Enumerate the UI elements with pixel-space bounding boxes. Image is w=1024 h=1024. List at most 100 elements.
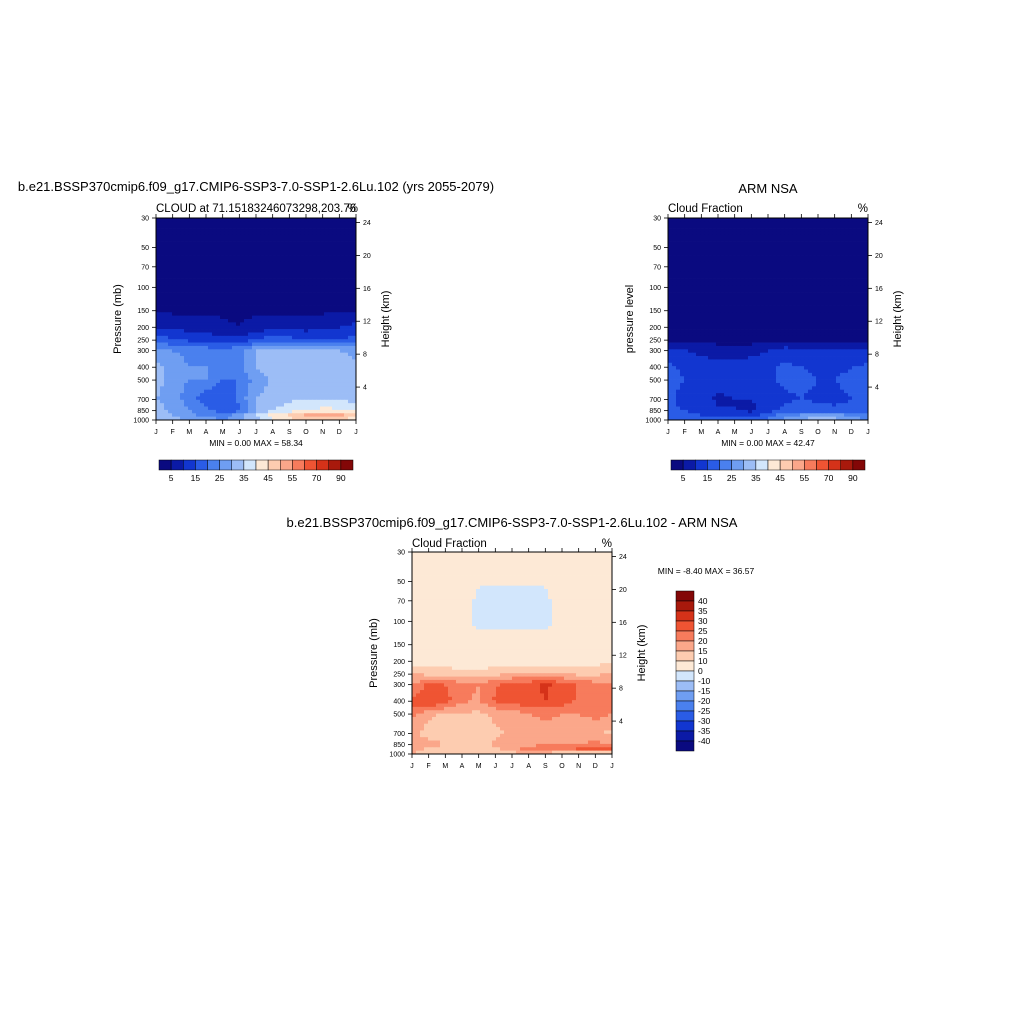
model-contour-cell — [196, 366, 201, 370]
model-contour-cell — [280, 332, 285, 337]
model-contour-cell — [224, 258, 229, 263]
obs-contour-cell — [864, 231, 869, 236]
obs-contour-cell — [820, 244, 825, 249]
obs-contour-cell — [692, 305, 697, 310]
model-contour-cell — [220, 271, 225, 276]
obs-contour-cell — [676, 221, 681, 226]
model-contour-cell — [292, 349, 297, 354]
obs-contour-cell — [668, 329, 673, 333]
model-contour-cell — [180, 234, 185, 239]
obs-contour-cell — [804, 268, 809, 273]
model-contour-cell — [308, 352, 313, 357]
model-contour-cell — [196, 325, 201, 330]
obs-contour-cell — [784, 241, 789, 246]
model-contour-cell — [172, 396, 177, 401]
model-y-tick-label: 1000 — [133, 418, 149, 425]
obs-contour-cell — [832, 248, 837, 253]
model-contour-cell — [244, 409, 249, 414]
model-contour-cell — [216, 359, 221, 364]
model-contour-cell — [216, 382, 221, 387]
obs-contour-cell — [844, 332, 849, 337]
model-contour-cell — [156, 295, 161, 300]
model-contour-cell — [300, 342, 305, 347]
obs-contour-cell — [756, 241, 761, 246]
model-contour-cell — [172, 315, 177, 320]
obs-contour-cell — [736, 312, 741, 316]
model-contour-cell — [188, 241, 193, 246]
obs-contour-cell — [856, 231, 861, 236]
model-contour-cell — [200, 335, 205, 340]
model-contour-cell — [240, 218, 245, 222]
model-contour-cell — [352, 315, 357, 320]
model-contour-cell — [344, 372, 349, 377]
model-contour-cell — [264, 285, 269, 290]
model-contour-cell — [264, 342, 269, 347]
model-contour-cell — [292, 345, 297, 350]
model-contour-cell — [304, 406, 309, 411]
model-contour-cell — [268, 325, 273, 330]
obs-contour-cell — [804, 308, 809, 313]
model-contour-cell — [348, 228, 353, 232]
model-contour-cell — [164, 416, 169, 421]
obs-contour-cell — [832, 231, 837, 236]
model-contour-cell — [188, 288, 193, 293]
obs-contour-cell — [716, 295, 721, 300]
model-contour-cell — [236, 224, 241, 229]
obs-contour-cell — [808, 339, 813, 343]
obs-contour-cell — [860, 231, 865, 236]
model-contour-cell — [320, 322, 325, 327]
model-contour-cell — [224, 322, 229, 327]
obs-contour-cell — [676, 298, 681, 303]
model-contour-cell — [192, 319, 197, 323]
obs-contour-cell — [680, 251, 685, 256]
model-contour-cell — [228, 312, 233, 316]
model-contour-cell — [336, 339, 341, 343]
model-contour-cell — [352, 268, 357, 273]
obs-contour-cell — [740, 285, 745, 290]
model-contour-cell — [272, 265, 277, 269]
model-contour-cell — [240, 248, 245, 253]
model-contour-cell — [176, 396, 181, 401]
obs-contour-cell — [816, 295, 821, 300]
model-contour-cell — [332, 265, 337, 269]
model-contour-cell — [252, 308, 257, 313]
obs-contour-cell — [688, 224, 693, 229]
model-contour-cell — [252, 234, 257, 239]
obs-contour-cell — [688, 302, 693, 306]
model-contour-cell — [300, 359, 305, 364]
model-contour-cell — [300, 362, 305, 367]
model-contour-cell — [236, 322, 241, 327]
model-contour-cell — [260, 409, 265, 414]
obs-contour-cell — [724, 325, 729, 330]
obs-contour-cell — [732, 325, 737, 330]
model-contour-cell — [232, 258, 237, 263]
model-contour-cell — [240, 319, 245, 323]
obs-contour-cell — [852, 218, 857, 222]
model-contour-cell — [208, 399, 213, 404]
model-contour-cell — [236, 288, 241, 293]
model-contour-cell — [236, 399, 241, 404]
model-contour-cell — [336, 366, 341, 370]
obs-contour-cell — [784, 224, 789, 229]
model-contour-cell — [324, 393, 329, 397]
model-contour-cell — [212, 339, 217, 343]
obs-contour-cell — [808, 228, 813, 232]
obs-contour-cell — [692, 238, 697, 242]
obs-contour-cell — [820, 315, 825, 320]
model-contour-cell — [304, 382, 309, 387]
model-contour-cell — [344, 386, 349, 391]
model-contour-cell — [156, 369, 161, 374]
obs-contour-cell — [812, 241, 817, 246]
model-contour-cell — [196, 258, 201, 263]
obs-contour-cell — [860, 332, 865, 337]
model-contour-cell — [204, 285, 209, 290]
model-contour-cell — [316, 406, 321, 411]
model-contour-cell — [188, 379, 193, 384]
obs-contour-cell — [672, 231, 677, 236]
model-contour-cell — [204, 393, 209, 397]
obs-contour-cell — [756, 258, 761, 263]
obs-contour-cell — [684, 332, 689, 337]
model-contour-cell — [248, 319, 253, 323]
model-contour-cell — [276, 403, 281, 407]
obs-contour-cell — [716, 325, 721, 330]
